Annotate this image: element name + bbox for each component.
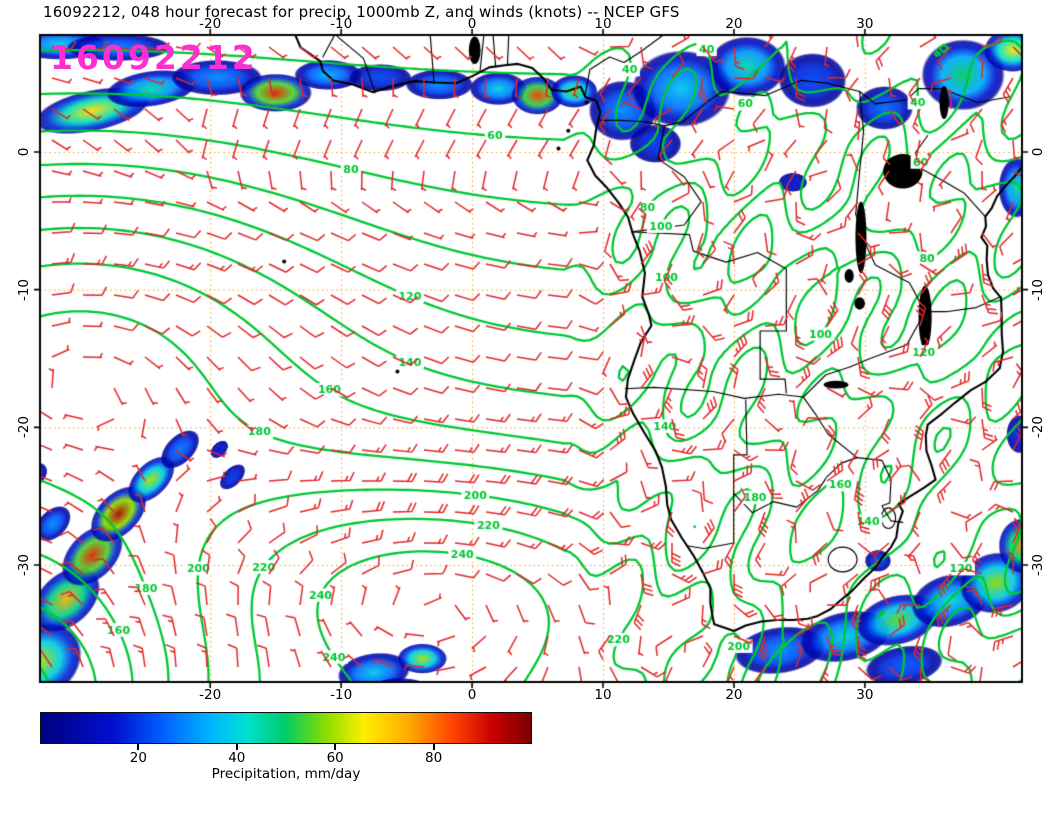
lat-tick-label-right: -30 (1030, 553, 1046, 577)
lat-tick-label-left: -20 (16, 416, 32, 439)
lon-tick-label-bottom: 30 (856, 687, 874, 703)
colorbar-tick-label: 40 (228, 750, 246, 766)
lon-tick-label-bottom: -20 (199, 687, 222, 703)
figure-title: 16092212, 048 hour forecast for precip, … (43, 3, 680, 21)
colorbar-tick-mark (137, 744, 140, 750)
lon-tick-label-top: 10 (594, 16, 612, 32)
colorbar-tick-mark (235, 744, 238, 750)
lon-tick-label-bottom: 10 (594, 687, 612, 703)
colorbar-tick-label: 80 (425, 750, 443, 766)
colorbar-tick-mark (334, 744, 337, 750)
lon-tick-label-top: 20 (725, 16, 743, 32)
lat-tick-label-right: -10 (1030, 278, 1046, 301)
lat-tick-label-left: 0 (16, 147, 32, 157)
colorbar-tick-mark (432, 744, 435, 750)
lon-tick-label-top: 0 (467, 16, 477, 32)
colorbar-tick-label: 60 (326, 750, 344, 766)
lat-tick-label-right: 0 (1030, 147, 1046, 157)
colorbar-tick-label: 20 (129, 750, 147, 766)
colorbar-gradient (41, 713, 531, 743)
run-timestamp-label: 16092212 (50, 38, 258, 77)
lon-tick-label-bottom: -10 (330, 687, 353, 703)
precip-colorbar (40, 712, 532, 744)
colorbar-caption: Precipitation, mm/day (211, 766, 361, 782)
lon-tick-label-bottom: 0 (467, 687, 477, 703)
lon-tick-label-bottom: 20 (725, 687, 743, 703)
lat-tick-label-left: -10 (16, 278, 32, 301)
lat-tick-label-left: -30 (16, 553, 32, 577)
lon-tick-label-top: -10 (330, 16, 353, 32)
lon-tick-label-top: -20 (199, 16, 222, 32)
lat-tick-label-right: -20 (1030, 416, 1046, 439)
lon-tick-label-top: 30 (856, 16, 874, 32)
